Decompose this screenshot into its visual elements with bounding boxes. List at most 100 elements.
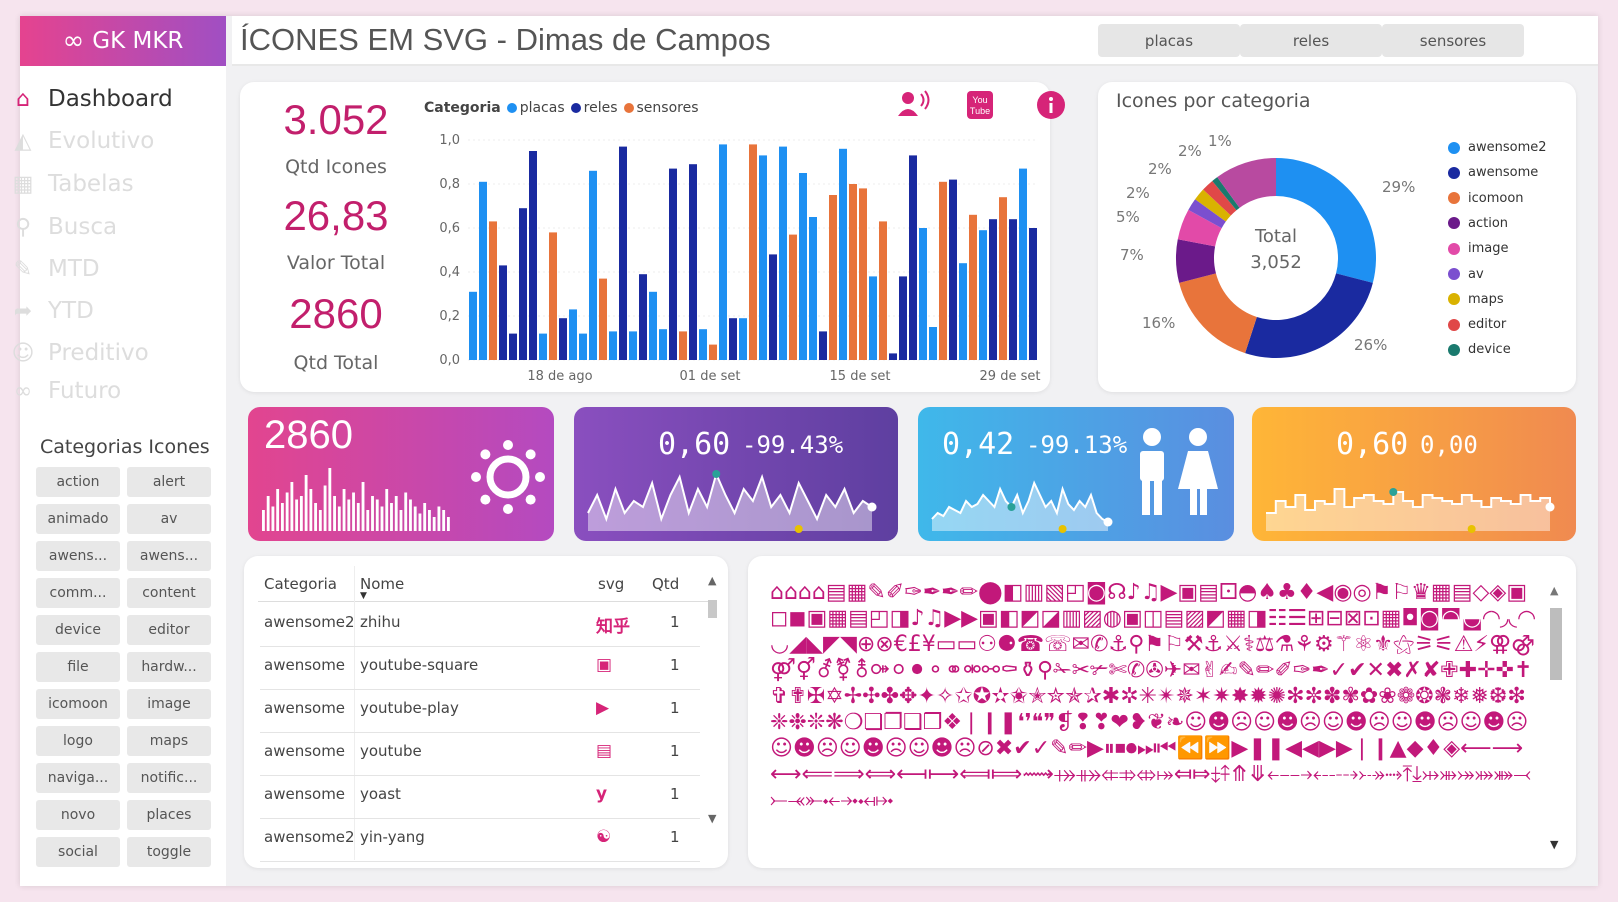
voice-user-icon[interactable] [896,90,932,118]
legend-item-awensome2[interactable]: awensome2 [1448,140,1547,155]
tab-reles[interactable]: reles [1240,24,1382,57]
table-row[interactable]: awensome2 yin-yang ☯ 1 [260,819,700,862]
category-button[interactable]: naviga... [36,763,120,793]
donut-chart [1176,158,1376,358]
table-row[interactable]: awensome yoast y 1 [260,776,700,819]
bar [549,232,557,360]
category-button[interactable]: editor [127,615,211,645]
spark-bar [347,499,351,531]
sidebar-item-evolutivo[interactable]: ◭ Evolutivo [10,128,155,154]
wall-scrollbar[interactable]: ▲ ▼ [1548,584,1564,854]
tab-placas[interactable]: placas [1098,24,1240,57]
wall-scroll-down-icon[interactable]: ▼ [1550,838,1559,851]
col-qtd[interactable]: Qtd [652,575,680,593]
info-icon[interactable] [1036,90,1066,120]
category-button[interactable]: content [127,578,211,608]
category-button[interactable]: hardw... [127,652,211,682]
col-categoria[interactable]: Categoria [264,575,338,593]
table-scrollbar[interactable]: ▲ ▼ [706,574,720,826]
legend-label: device [1468,342,1511,358]
row-category: awensome [264,742,346,760]
column-divider [354,566,355,860]
spark-line [931,480,1109,523]
row-qtd: 1 [670,742,680,760]
category-button[interactable]: comm... [36,578,120,608]
sidebar-item-dashboard[interactable]: ⌂ Dashboard [10,86,173,112]
category-button[interactable]: av [127,504,211,534]
sidebar-item-label: Tabelas [48,171,134,197]
bar [1009,219,1017,360]
category-button[interactable]: social [36,837,120,867]
category-button[interactable]: logo [36,726,120,756]
bar [739,318,747,360]
table-row[interactable]: awensome2 zhihu 知乎 1 [260,604,700,647]
bar [629,331,637,360]
legend-item-awensome[interactable]: awensome [1448,165,1538,180]
category-button[interactable]: image [127,689,211,719]
sidebar-item-mtd[interactable]: ✎ MTD [10,256,100,282]
legend-item-image[interactable]: image [1448,241,1509,256]
table-row[interactable]: awensome youtube-play ▶ 1 [260,690,700,733]
spark-bar [280,503,284,531]
kpi-tile[interactable]: 0,60 0,00 [1252,407,1576,541]
category-button[interactable]: action [36,467,120,497]
bar [969,214,977,360]
legend-item-sensores[interactable]: sensores [623,100,699,116]
row-qtd: 1 [670,656,680,674]
sidebar-item-ytd[interactable]: ➦ YTD [10,298,94,324]
category-button[interactable]: places [127,800,211,830]
people-icon [1140,428,1218,515]
spark-bar [285,492,289,531]
category-button[interactable]: awens... [36,541,120,571]
table-row[interactable]: awensome youtube-square ▣ 1 [260,647,700,690]
sidebar-item-busca[interactable]: ⚲ Busca [10,214,117,240]
category-button[interactable]: maps [127,726,211,756]
scroll-up-icon[interactable]: ▲ [708,574,717,587]
category-button[interactable]: icomoon [36,689,120,719]
scroll-thumb[interactable] [708,600,717,618]
legend-item-action[interactable]: action [1448,216,1508,231]
tab-sensores[interactable]: sensores [1382,24,1524,57]
svg-text:Tube: Tube [970,106,990,116]
spark-bar [385,489,389,531]
spark-marker [1007,503,1016,511]
table-row[interactable]: awensome youtube ▤ 1 [260,733,700,776]
kpi-tile[interactable]: 2860 [248,407,554,541]
legend-item-av[interactable]: av [1448,267,1484,282]
tile-delta: -99.43% [742,431,844,459]
spark-marker [712,470,721,478]
tile-sparkline [262,440,545,531]
kpi-tile[interactable]: 0,42 -99.13% [918,407,1234,541]
sidebar-item-futuro[interactable]: ∞ Futuro [10,378,121,404]
legend-item-placas[interactable]: placas [506,100,565,116]
category-button[interactable]: novo [36,800,120,830]
legend-item-icomoon[interactable]: icomoon [1448,191,1524,206]
kpi-tile[interactable]: 0,60 -99.43% [574,407,898,541]
category-button[interactable]: notific... [127,763,211,793]
icon-wall[interactable]: ⌂⌂⌂⌂▤▦✎✐✑✒✒✏⬤◧▥▧◰◙☊♪♫▶▣▤⚀◓♠♣♦◀◉◎⚑⚐♛▦▤◇◈▣… [770,580,1537,813]
bar [569,309,577,360]
brand-logo[interactable]: ∞ GK MKR [20,16,226,66]
category-button[interactable]: toggle [127,837,211,867]
wall-scroll-thumb[interactable] [1550,608,1562,680]
category-button[interactable]: awens... [127,541,211,571]
category-button[interactable]: animado [36,504,120,534]
col-svg[interactable]: svg [598,575,625,593]
youtube-icon[interactable]: You Tube [966,90,994,120]
category-button[interactable]: device [36,615,120,645]
home-icon: ⌂ [16,86,30,112]
category-button[interactable]: alert [127,467,211,497]
scroll-down-icon[interactable]: ▼ [708,812,717,825]
row-category: awensome2 [264,828,355,846]
sidebar-item-tabelas[interactable]: ▦ Tabelas [10,171,134,197]
legend-item-device[interactable]: device [1448,342,1511,357]
spark-bar [390,503,393,531]
col-nome[interactable]: Nome [360,575,405,593]
legend-item-reles[interactable]: reles [570,100,618,116]
legend-item-maps[interactable]: maps [1448,292,1504,307]
category-button[interactable]: file [36,652,120,682]
legend-swatch [1448,242,1460,255]
wall-scroll-up-icon[interactable]: ▲ [1550,584,1559,597]
legend-item-editor[interactable]: editor [1448,317,1506,332]
sidebar-item-preditivo[interactable]: ☺ Preditivo [10,340,149,366]
